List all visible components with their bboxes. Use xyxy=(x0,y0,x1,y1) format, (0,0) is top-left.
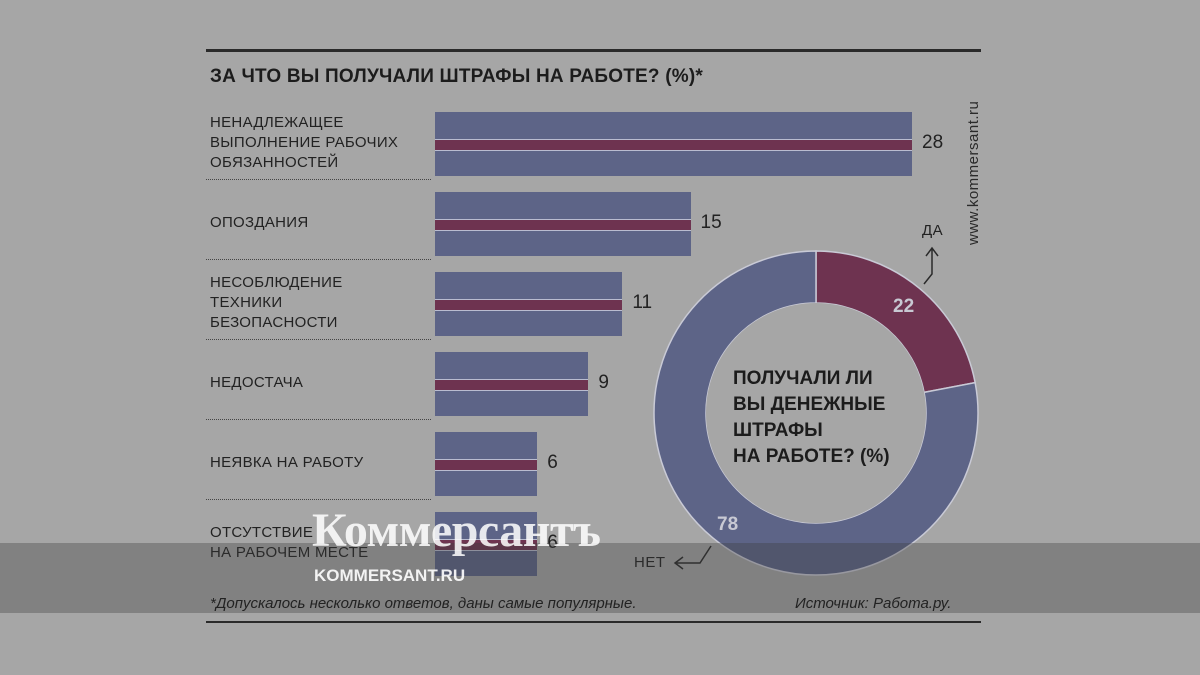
category-label: ОПОЗДАНИЯ xyxy=(210,213,430,233)
bar xyxy=(435,112,912,176)
bar-stripe xyxy=(435,379,589,391)
bar-value-label: 11 xyxy=(632,292,653,313)
source-note: Источник: Работа.ру. xyxy=(795,595,952,612)
watermark-logo: Коммерсантъ xyxy=(312,504,601,557)
category-label: НЕСОБЛЮДЕНИЕ ТЕХНИКИ БЕЗОПАСНОСТИ xyxy=(210,273,430,333)
bar-value-label: 6 xyxy=(547,532,558,553)
donut-question-line: ШТРАФЫ xyxy=(733,420,823,441)
category-label-line: НЕСОБЛЮДЕНИЕ xyxy=(210,274,343,291)
arrow-yes-icon xyxy=(923,246,939,285)
bar-value-label: 9 xyxy=(598,372,609,393)
row-separator xyxy=(206,339,431,340)
bar xyxy=(435,512,538,576)
category-label: ОТСУТСТВИЕ НА РАБОЧЕМ МЕСТЕ xyxy=(210,523,430,563)
category-label: НЕНАДЛЕЖАЩЕЕ ВЫПОЛНЕНИЕ РАБОЧИХ ОБЯЗАННОСТ… xyxy=(210,113,430,173)
bar-stripe xyxy=(435,539,538,551)
slice-value-yes: 22 xyxy=(893,296,915,317)
bar xyxy=(435,352,589,416)
bar-value-label: 6 xyxy=(547,452,558,473)
bar-value-label: 28 xyxy=(922,132,944,153)
bottom-rule xyxy=(206,621,981,623)
footnote: *Допускалось несколько ответов, даны сам… xyxy=(210,595,637,612)
slice-value-no: 78 xyxy=(717,514,739,535)
bar-value-label: 15 xyxy=(700,212,722,233)
donut-question-line: НА РАБОТЕ? (%) xyxy=(733,446,890,467)
category-label-line: НЕЯВКА НА РАБОТУ xyxy=(210,454,364,471)
bar-stripe xyxy=(435,299,623,311)
row-separator xyxy=(206,499,431,500)
donut-question-line: ВЫ ДЕНЕЖНЫЕ xyxy=(733,394,886,415)
bar xyxy=(435,192,691,256)
donut-hole xyxy=(706,303,926,523)
bar-stripe xyxy=(435,219,691,231)
donut-question: ПОЛУЧАЛИ ЛИ ВЫ ДЕНЕЖНЫЕ ШТРАФЫ НА РАБОТЕ? (… xyxy=(733,366,933,470)
chart-title: ЗА ЧТО ВЫ ПОЛУЧАЛИ ШТРАФЫ НА РАБОТЕ? (%)… xyxy=(210,66,703,87)
row-separator xyxy=(206,259,431,260)
category-label-line: ТЕХНИКИ xyxy=(210,294,283,311)
category-label-line: ОТСУТСТВИЕ xyxy=(210,524,314,541)
category-label-line: НЕДОСТАЧА xyxy=(210,374,304,391)
arrow-no-icon xyxy=(673,545,712,570)
top-rule xyxy=(206,49,981,52)
category-label-line: БЕЗОПАСНОСТИ xyxy=(210,314,338,331)
category-label: НЕДОСТАЧА xyxy=(210,373,430,393)
bar xyxy=(435,432,538,496)
category-label-line: НЕНАДЛЕЖАЩЕЕ xyxy=(210,114,344,131)
category-label-line: ОПОЗДАНИЯ xyxy=(210,214,309,231)
watermark-band xyxy=(0,543,1200,613)
category-label: НЕЯВКА НА РАБОТУ xyxy=(210,453,430,473)
bar-stripe xyxy=(435,139,912,151)
row-separator xyxy=(206,419,431,420)
row-separator xyxy=(206,179,431,180)
bar xyxy=(435,272,623,336)
category-label-line: ВЫПОЛНЕНИЕ РАБОЧИХ xyxy=(210,134,399,151)
slice-tag-no: НЕТ xyxy=(634,554,666,571)
watermark-url: KOMMERSANT.RU xyxy=(314,566,466,585)
donut-question-line: ПОЛУЧАЛИ ЛИ xyxy=(733,368,873,389)
category-label-line: ОБЯЗАННОСТЕЙ xyxy=(210,154,339,171)
bar-stripe xyxy=(435,459,538,471)
slice-tag-yes: ДА xyxy=(922,222,944,239)
category-label-line: НА РАБОЧЕМ МЕСТЕ xyxy=(210,544,369,561)
